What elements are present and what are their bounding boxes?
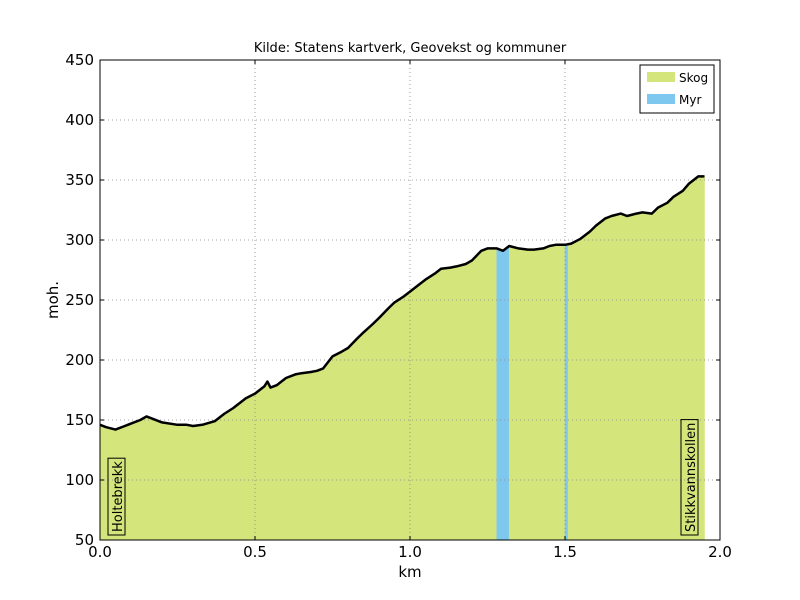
area-skog-2 xyxy=(508,244,566,541)
x-axis-label: km xyxy=(398,563,421,581)
legend-swatch-skog xyxy=(647,72,675,82)
legend-label-myr: Myr xyxy=(679,93,701,107)
y-tick-label-7: 400 xyxy=(65,111,94,129)
y-tick-label-1: 100 xyxy=(65,471,94,489)
annotation-box-0 xyxy=(107,457,126,536)
x-tick-label-0: 0.0 xyxy=(88,543,112,561)
profile-line-group xyxy=(99,175,705,431)
y-tick-label-0: 50 xyxy=(75,531,94,549)
x-tick-label-3: 1.5 xyxy=(553,543,577,561)
y-tick-label-5: 300 xyxy=(65,231,94,249)
annotation-0: Holtebrekk xyxy=(107,457,126,536)
gridlines xyxy=(100,60,720,540)
annotation-label-0: Holtebrekk xyxy=(111,461,126,532)
ticks: 0.0 0.5 1.0 1.5 2.0 50 100 150 200 250 300 350 400 45… xyxy=(65,51,732,561)
legend-swatch-myr xyxy=(647,94,675,104)
area-myr-3 xyxy=(564,243,569,541)
annotation-1: Stikkvannskollen xyxy=(680,419,699,536)
x-tick-label-2: 1.0 xyxy=(398,543,422,561)
annotation-box-1 xyxy=(680,419,699,536)
area-myr-1 xyxy=(496,245,510,541)
y-tick-label-6: 350 xyxy=(65,171,94,189)
y-tick-label-2: 150 xyxy=(65,411,94,429)
y-tick-label-8: 450 xyxy=(65,51,94,69)
annotation-label-1: Stikkvannskollen xyxy=(684,423,699,532)
chart-title: Kilde: Statens kartverk, Geovekst og kom… xyxy=(254,41,567,56)
legend: Skog Myr xyxy=(639,64,715,114)
y-axis-label: moh. xyxy=(44,281,62,319)
area-fills xyxy=(99,176,705,541)
y-tick-label-3: 200 xyxy=(65,351,94,369)
legend-label-skog: Skog xyxy=(679,71,708,85)
elevation-profile-line xyxy=(99,175,705,431)
annotations: Holtebrekk Stikkvannskollen xyxy=(107,419,699,536)
x-tick-label-4: 2.0 xyxy=(708,543,732,561)
x-tick-label-1: 0.5 xyxy=(243,543,267,561)
y-tick-label-4: 250 xyxy=(65,291,94,309)
